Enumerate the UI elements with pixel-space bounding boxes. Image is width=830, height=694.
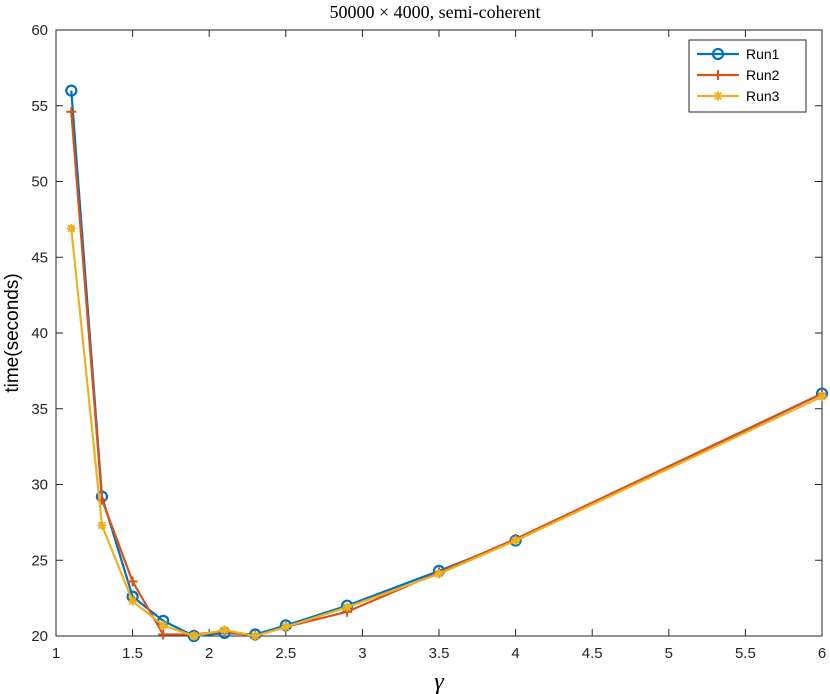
- series-line: [70, 111, 823, 638]
- y-tick-label: 40: [31, 325, 48, 342]
- x-tick-label: 2.5: [275, 645, 296, 662]
- data-point: [342, 602, 352, 612]
- ast-d2: [128, 597, 137, 606]
- x-tick-label: 3.5: [429, 645, 450, 662]
- ast-d2: [251, 631, 260, 641]
- x-tick-label: 1.5: [122, 645, 143, 662]
- legend-label: Run2: [746, 67, 780, 83]
- ast-d2: [511, 536, 520, 545]
- data-point: [281, 622, 291, 632]
- y-tick-label: 35: [31, 401, 48, 418]
- data-point: [65, 84, 78, 97]
- ast-d2: [713, 91, 723, 101]
- series-run3: [66, 223, 827, 641]
- series-line: [70, 228, 823, 638]
- y-axis-label: time(seconds): [2, 273, 23, 392]
- data-point: [434, 569, 444, 579]
- y-tick-label: 20: [31, 628, 48, 645]
- data-point: [250, 631, 260, 641]
- axes: 1 1.5 2 2.5 3 3.5 4 4.5 5 5.5 6 20 25 30 35 40 45 50 55 60: [31, 22, 826, 662]
- data-point: [817, 392, 827, 402]
- ast-d2: [159, 621, 168, 630]
- ast-d2: [220, 625, 229, 634]
- y-tick-label: 45: [31, 249, 48, 266]
- x-tick-label: 1: [52, 645, 60, 662]
- data-point: [66, 223, 76, 233]
- ast-d2: [97, 521, 106, 530]
- legend-label: Run3: [746, 88, 780, 104]
- y-tick-label: 55: [31, 98, 48, 115]
- ast-d2: [189, 631, 198, 641]
- data-point: [158, 620, 168, 630]
- data-point: [127, 576, 138, 587]
- legend-marker: [713, 70, 723, 80]
- data-point: [220, 625, 230, 635]
- data-point: [66, 106, 77, 117]
- ast-d2: [434, 569, 444, 578]
- data-point: [158, 629, 169, 640]
- legend-entry: Run3: [697, 88, 780, 104]
- x-axis-label: γ: [434, 669, 444, 694]
- legend-entry: Run2: [697, 67, 780, 83]
- data-point: [189, 631, 199, 641]
- x-tick-label: 6: [818, 645, 826, 662]
- x-tick-label: 4: [511, 645, 519, 662]
- ast-d2: [281, 622, 290, 631]
- y-tick-label: 25: [31, 552, 48, 569]
- legend-marker: [711, 47, 725, 61]
- y-tick-label: 30: [31, 477, 48, 494]
- chart-title: 50000 × 4000, semi-coherent: [329, 2, 540, 22]
- legend-marker: [713, 91, 723, 101]
- x-tick-label: 4.5: [582, 645, 603, 662]
- legend-entry: Run1: [697, 46, 780, 62]
- series-layer: [65, 84, 829, 643]
- y-tick-label: 60: [31, 22, 48, 39]
- ast-d2: [817, 392, 827, 401]
- legend-label: Run1: [746, 46, 780, 62]
- x-tick-label: 5: [665, 645, 673, 662]
- x-tick-label: 2: [205, 645, 213, 662]
- x-tick-label: 5.5: [735, 645, 756, 662]
- x-tick-label: 3: [358, 645, 366, 662]
- y-tick-label: 50: [31, 174, 48, 191]
- data-point: [97, 520, 107, 530]
- series-line: [70, 90, 823, 638]
- series-run1: [65, 84, 829, 643]
- plot-area-frame: [55, 29, 823, 637]
- ast-d2: [67, 224, 76, 233]
- legend: Run1 Run2 Run3: [688, 39, 807, 113]
- ast-d2: [343, 603, 352, 612]
- data-point: [511, 536, 521, 546]
- series-run2: [66, 106, 827, 641]
- data-point: [128, 596, 138, 606]
